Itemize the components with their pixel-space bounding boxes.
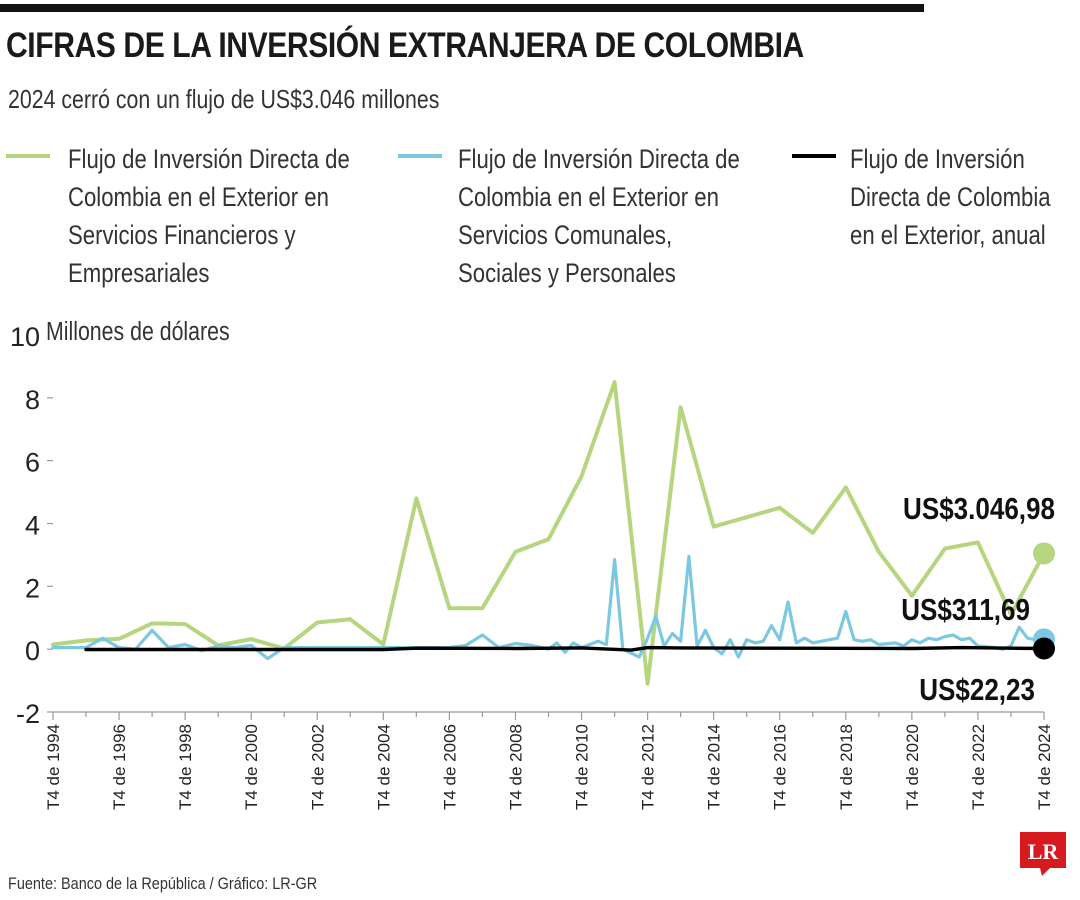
x-tick-label: T4 de 2012: [639, 724, 658, 810]
x-tick-label: T4 de 2024: [1035, 724, 1054, 810]
y-tick-label: 0: [25, 636, 40, 666]
x-tick-label: T4 de 2014: [705, 724, 724, 810]
legend-label-comunales: Flujo de Inversión Directa de Colombia en…: [458, 144, 740, 288]
x-tick-label: T4 de 1994: [44, 724, 63, 810]
x-tick-label: T4 de 2006: [440, 724, 459, 810]
x-axis: T4 de 1994 T4 de 1996 T4 de 1998 T4 de 2000…: [44, 711, 1054, 810]
legend-swatch-black: [792, 154, 836, 158]
legend-swatch-green: [6, 154, 50, 158]
y-tick-label: 2: [25, 573, 40, 603]
chart-subtitle: 2024 cerró con un flujo de US$3.046 mill…: [8, 84, 440, 114]
x-tick-label: T4 de 2010: [573, 724, 592, 810]
legend-label-anual: Flujo de Inversión Directa de Colombia en …: [850, 144, 1051, 250]
x-tick-label: T4 de 2018: [837, 724, 856, 810]
x-tick-label: T4 de 2016: [771, 724, 790, 810]
x-tick-label: T4 de 2022: [969, 724, 988, 810]
x-tick-label: T4 de 2020: [903, 724, 922, 810]
x-tick-label: T4 de 1996: [110, 724, 129, 810]
series-line-comunales: [51, 554, 1046, 661]
series-line-financieros: [51, 380, 1046, 686]
end-label-financieros: US$3.046,98: [903, 492, 1055, 527]
y-axis-label: Millones de dólares: [46, 317, 230, 347]
y-tick-label: 8: [25, 385, 40, 415]
x-tick-label: T4 de 2000: [242, 724, 261, 810]
end-marker-anual: [1033, 637, 1055, 660]
lr-logo-text: LR: [1028, 839, 1060, 864]
legend-swatch-blue: [398, 154, 442, 158]
end-label-comunales: US$311,69: [901, 593, 1030, 628]
y-tick-label: 6: [25, 448, 40, 478]
top-rule: [0, 4, 924, 12]
y-tick-label: 10: [10, 322, 40, 352]
end-marker-financieros: [1033, 542, 1055, 565]
end-labels: US$3.046,98 US$311,69 US$22,23: [901, 492, 1055, 708]
chart-title: CIFRAS DE LA INVERSIÓN EXTRANJERA DE COL…: [6, 26, 804, 65]
y-tick-label: -2: [16, 699, 40, 729]
y-tick-label: 4: [25, 511, 40, 541]
y-axis: -2 0 2 4 6 8 10: [10, 322, 53, 729]
x-tick-label: T4 de 1998: [176, 724, 195, 810]
series-group: [51, 380, 1055, 686]
x-tick-label: T4 de 2008: [506, 724, 525, 810]
x-tick-label: T4 de 2002: [308, 724, 327, 810]
series-line-anual: [84, 645, 1046, 652]
line-chart: Millones de dólares -2 0 2 4 6 8 10 T4 de 1994…: [10, 317, 1055, 810]
source-note: Fuente: Banco de la República / Gráfico:…: [8, 874, 318, 893]
x-tick-label: T4 de 2004: [374, 724, 393, 810]
lr-logo: LR: [1020, 832, 1066, 876]
legend-label-financieros: Flujo de Inversión Directa de Colombia en…: [68, 144, 350, 288]
end-label-anual: US$22,23: [919, 673, 1035, 708]
